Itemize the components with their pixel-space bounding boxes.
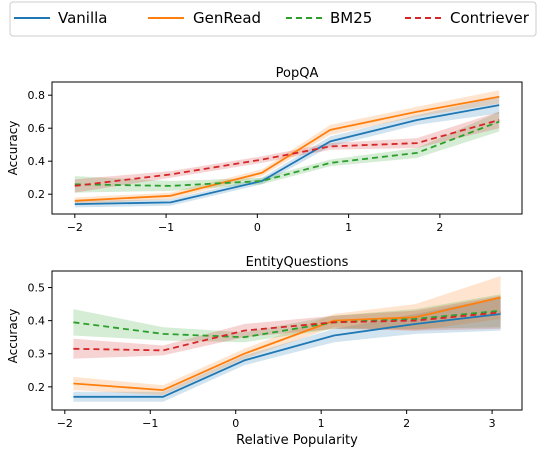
x-tick-label-entityquestions: 3 xyxy=(489,417,496,430)
x-tick-label-entityquestions: 2 xyxy=(403,417,410,430)
plot-frame-popqa xyxy=(51,81,523,215)
y-tick-label-popqa: 0.6 xyxy=(28,122,46,135)
band-vanilla-popqa xyxy=(74,96,500,208)
legend-label-vanilla: Vanilla xyxy=(58,9,108,27)
chart-title-entityquestions: EntityQuestions xyxy=(246,255,349,270)
y-tick-label-popqa: 0.4 xyxy=(28,155,46,168)
y-tick-label-entityquestions: 0.3 xyxy=(28,348,46,361)
chart-title-popqa: PopQA xyxy=(276,66,319,81)
plot-frame-entityquestions xyxy=(51,270,523,411)
series-line-contriever-popqa xyxy=(74,119,500,187)
band-bm25-entityquestions xyxy=(73,294,501,343)
x-tick-label-popqa: −2 xyxy=(67,221,83,234)
y-tick-label-popqa: 0.2 xyxy=(28,188,46,201)
x-tick-label-entityquestions: −2 xyxy=(57,417,73,430)
x-tick-label-popqa: 1 xyxy=(345,221,352,234)
series-line-genread-popqa xyxy=(74,95,500,202)
x-tick-label-entityquestions: 0 xyxy=(232,417,239,430)
y-tick-label-entityquestions: 0.4 xyxy=(28,315,46,328)
y-tick-label-entityquestions: 0.5 xyxy=(28,282,46,295)
x-tick-label-entityquestions: 1 xyxy=(318,417,325,430)
y-tick-label-entityquestions: 0.2 xyxy=(28,381,46,394)
chart-popqa: PopQA Accuracy −2 −1 0 1 2 0.2 0.4 0.6 0.8 xyxy=(6,66,523,234)
y-tick-label-popqa: 0.8 xyxy=(28,89,46,102)
series-line-genread-entityquestions xyxy=(73,296,501,392)
plot-area-entityquestions xyxy=(73,276,501,402)
series-line-contriever-entityquestions xyxy=(73,311,501,352)
x-tick-label-popqa: 2 xyxy=(436,221,443,234)
series-line-bm25-entityquestions xyxy=(73,309,501,339)
x-tick-label-popqa: −1 xyxy=(158,221,174,234)
y-axis-label-entityquestions: Accuracy xyxy=(6,309,20,364)
legend-frame xyxy=(9,1,537,37)
legend-label-genread: GenRead xyxy=(193,9,261,27)
plot-area-popqa xyxy=(74,90,500,208)
series-line-vanilla-entityquestions xyxy=(73,313,501,398)
band-contriever-popqa xyxy=(74,111,500,193)
legend-label-contriever: Contriever xyxy=(450,9,530,27)
x-axis-label: Relative Popularity xyxy=(236,433,358,448)
band-vanilla-entityquestions xyxy=(73,297,501,402)
band-genread-popqa xyxy=(74,90,500,205)
x-tick-label-popqa: 0 xyxy=(254,221,261,234)
y-axis-label-popqa: Accuracy xyxy=(6,121,20,176)
legend: Vanilla GenRead BM25 Contriever xyxy=(9,1,537,37)
band-contriever-entityquestions xyxy=(73,295,501,359)
legend-label-bm25: BM25 xyxy=(330,9,372,27)
x-tick-label-entityquestions: −1 xyxy=(142,417,158,430)
band-genread-entityquestions xyxy=(73,276,501,396)
series-line-bm25-popqa xyxy=(74,120,500,187)
chart-entityquestions: EntityQuestions Accuracy Relative Popula… xyxy=(6,255,523,448)
series-line-vanilla-popqa xyxy=(74,104,500,205)
